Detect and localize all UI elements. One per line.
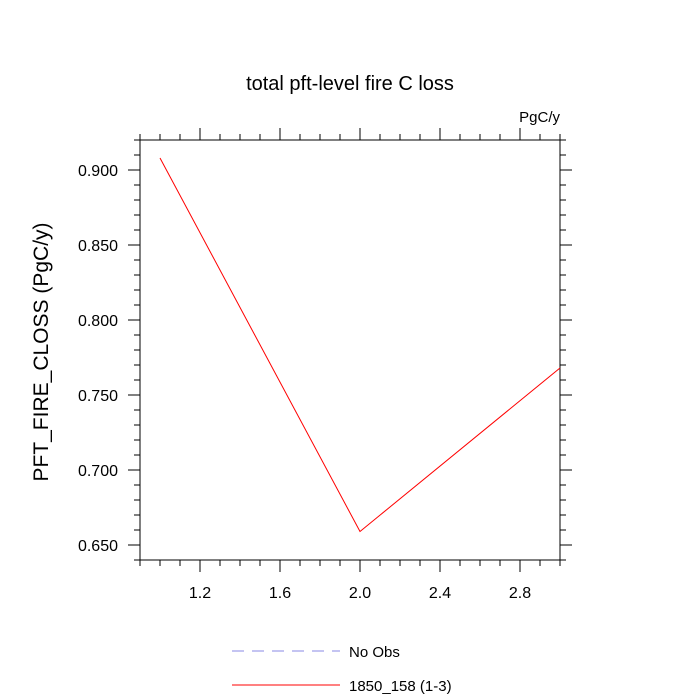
legend-label: No Obs	[349, 644, 400, 661]
axis-tick-labels: 1.2 1.6 2.0 2.4 2.8 0.650 0.700 0.750 0.800 0.850…	[78, 163, 531, 602]
y-tick-label: 0.800	[78, 313, 118, 330]
legend-label: 1850_158 (1-3)	[349, 678, 452, 695]
y-tick-label: 0.750	[78, 388, 118, 405]
units-label: PgC/y	[519, 109, 560, 126]
legend: No Obs 1850_158 (1-3)	[232, 644, 452, 695]
plot-frame	[139, 139, 561, 561]
x-tick-label: 1.2	[189, 585, 211, 602]
y-tick-label: 0.850	[78, 238, 118, 255]
y-tick-label: 0.900	[78, 163, 118, 180]
y-tick-label: 0.700	[78, 463, 118, 480]
x-tick-label: 2.8	[509, 585, 531, 602]
x-tick-label: 1.6	[269, 585, 291, 602]
x-tick-label: 2.0	[349, 585, 371, 602]
series-layer	[159, 157, 561, 533]
axis-ticks	[128, 128, 572, 572]
series-line	[159, 157, 561, 533]
y-axis-label: PFT_FIRE_CLOSS (PgC/y)	[30, 222, 53, 481]
y-tick-label: 0.650	[78, 538, 118, 555]
chart-title: total pft-level fire C loss	[246, 73, 454, 95]
x-tick-label: 2.4	[429, 585, 451, 602]
